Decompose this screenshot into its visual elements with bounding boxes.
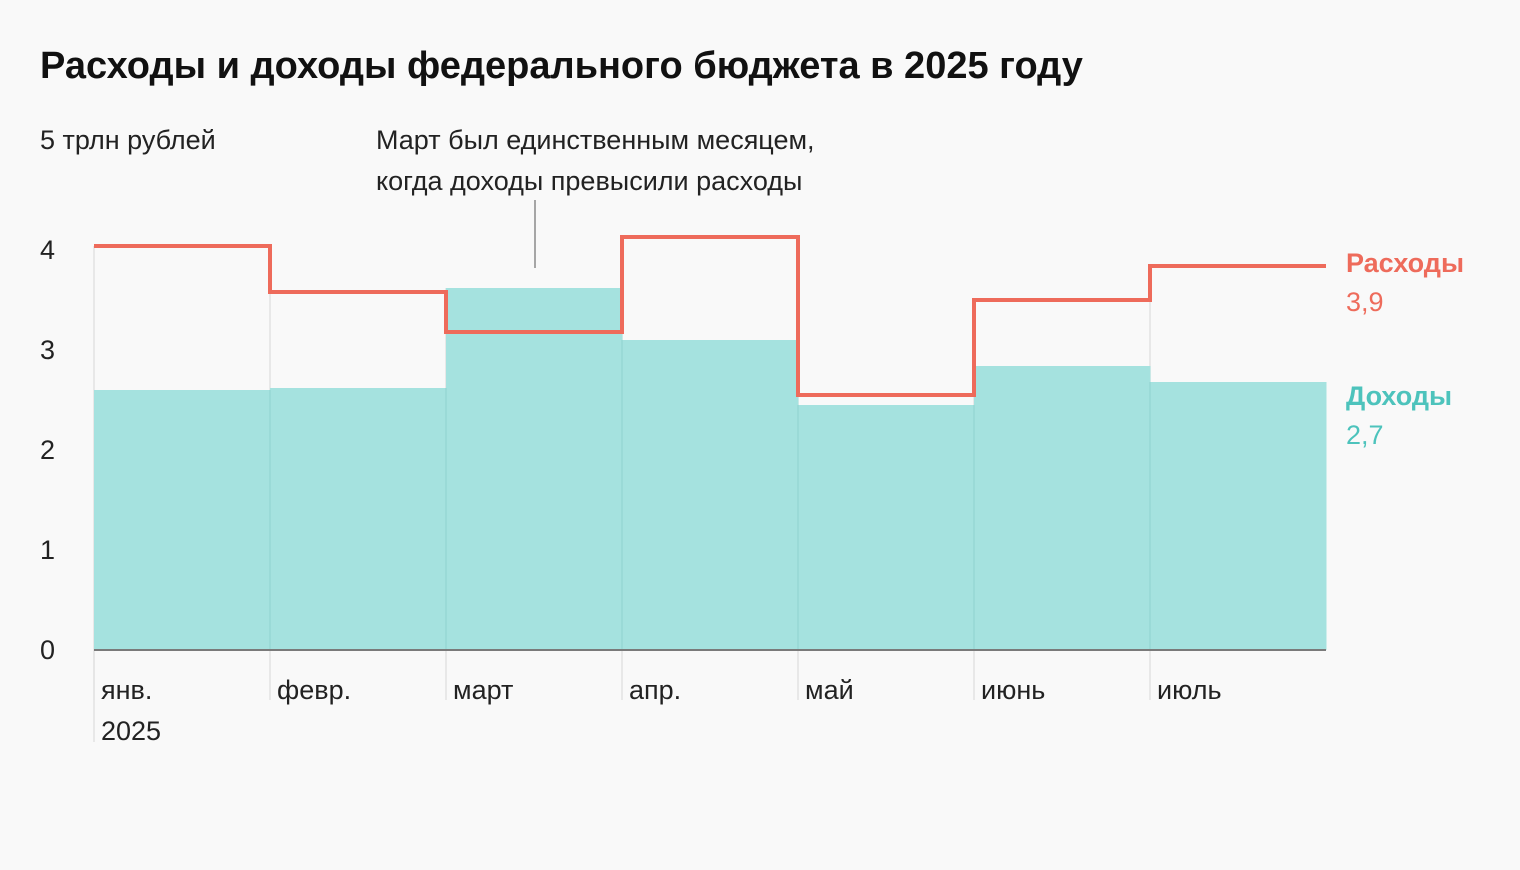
unit-label: 5 трлн рублей xyxy=(40,125,216,155)
income-bar-3 xyxy=(446,288,623,650)
x-tick-3: март xyxy=(453,675,513,705)
expenses-step-line xyxy=(94,235,1326,397)
expenses-line xyxy=(94,235,1326,397)
income-bar-1 xyxy=(94,390,271,650)
chart-title: Расходы и доходы федерального бюджета в … xyxy=(40,45,1083,87)
y-tick-1: 1 xyxy=(40,535,55,565)
legend-expenses-name: Расходы xyxy=(1346,248,1464,278)
x-axis-ticks: янв. февр. март апр. май июнь июль xyxy=(101,675,1222,705)
income-bar-5 xyxy=(798,405,975,650)
x-tick-4: апр. xyxy=(629,675,681,705)
x-tick-7: июль xyxy=(1157,675,1222,705)
x-tick-2: февр. xyxy=(277,675,351,705)
annotation-line-2: когда доходы превысили расходы xyxy=(376,166,802,196)
y-tick-2: 2 xyxy=(40,435,55,465)
x-tick-5: май xyxy=(805,675,854,705)
income-bar-6 xyxy=(974,366,1151,650)
y-tick-3: 3 xyxy=(40,335,55,365)
income-bar-4 xyxy=(622,340,799,650)
legend: Расходы 3,9 Доходы 2,7 xyxy=(1346,248,1464,450)
x-tick-6: июнь xyxy=(981,675,1045,705)
annotation-line-1: Март был единственным месяцем, xyxy=(376,125,815,155)
income-bar-2 xyxy=(270,388,447,650)
income-bar-7 xyxy=(1150,382,1327,650)
x-year-label: 2025 xyxy=(101,716,161,746)
x-tick-1: янв. xyxy=(101,675,152,705)
legend-income-value: 2,7 xyxy=(1346,420,1384,450)
income-area xyxy=(94,288,1327,650)
y-tick-4: 4 xyxy=(40,235,55,265)
y-tick-0: 0 xyxy=(40,635,55,665)
legend-income-name: Доходы xyxy=(1346,381,1452,411)
legend-expenses-value: 3,9 xyxy=(1346,287,1384,317)
y-axis-ticks: 0 1 2 3 4 xyxy=(40,235,55,665)
